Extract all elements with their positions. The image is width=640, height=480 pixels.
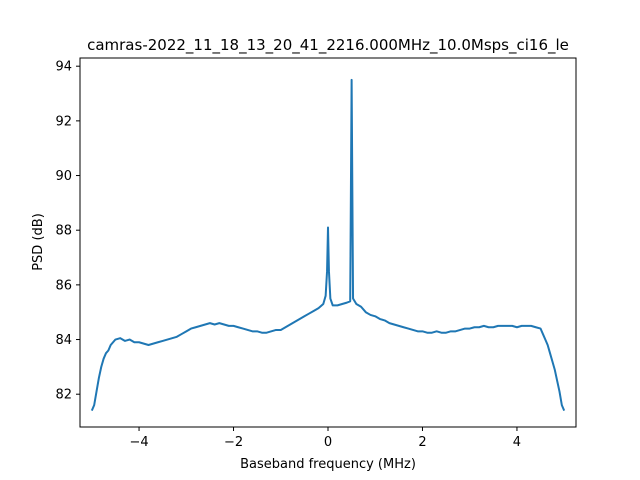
y-tick-label: 90 bbox=[55, 169, 72, 184]
y-tick-label: 86 bbox=[55, 278, 72, 293]
x-tick-label: −4 bbox=[129, 435, 148, 450]
y-axis-ticks: 82 84 86 88 90 92 94 bbox=[55, 60, 80, 403]
chart-title: camras-2022_11_18_13_20_41_2216.000MHz_1… bbox=[87, 36, 569, 55]
y-tick-label: 88 bbox=[55, 224, 72, 239]
x-tick-label: 2 bbox=[418, 435, 426, 450]
x-tick-label: 0 bbox=[324, 435, 332, 450]
y-axis-label: PSD (dB) bbox=[31, 213, 46, 271]
x-axis-label: Baseband frequency (MHz) bbox=[240, 457, 416, 472]
y-tick-label: 94 bbox=[55, 60, 72, 75]
x-tick-label: −2 bbox=[224, 435, 243, 450]
y-tick-label: 84 bbox=[55, 333, 72, 348]
x-tick-label: 4 bbox=[513, 435, 521, 450]
x-axis-ticks: −4 −2 0 2 4 bbox=[129, 427, 521, 450]
series-layer bbox=[90, 78, 566, 411]
y-tick-label: 82 bbox=[55, 388, 72, 403]
y-tick-label: 92 bbox=[55, 114, 72, 129]
series-line-0 bbox=[90, 78, 566, 411]
